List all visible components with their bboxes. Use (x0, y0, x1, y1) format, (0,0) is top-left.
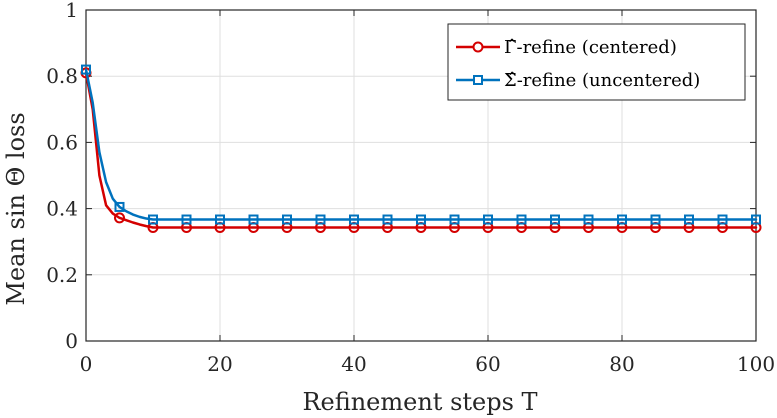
x-tick-label: 60 (475, 352, 500, 376)
y-axis-label: Mean sin Θ loss (2, 112, 30, 305)
series-1-marker (248, 214, 259, 225)
series-1-marker (550, 214, 560, 225)
legend: Γ̂-refine (centered) Σ̂-refine (uncenter… (447, 23, 746, 101)
x-tick-label: 0 (80, 352, 93, 376)
series-1-line (84, 68, 758, 221)
series-1-marker (315, 214, 326, 225)
series-1-marker (114, 201, 125, 212)
series-1-marker (81, 64, 91, 75)
y-tick-label: 0.4 (46, 197, 78, 221)
legend-box (447, 23, 746, 101)
legend-entry-0: Γ̂-refine (centered) (456, 37, 677, 58)
legend-swatch-square-marker (473, 75, 483, 85)
x-tick-label: 20 (207, 352, 232, 376)
series-1-marker (684, 214, 694, 225)
series-1-marker (717, 214, 728, 225)
series-1-marker (449, 214, 460, 225)
series-0-line (84, 71, 758, 229)
legend-swatch-circle-marker (472, 41, 484, 53)
data-series (80, 64, 762, 233)
series-1-marker (583, 214, 594, 225)
legend-entry-1: Σ̂-refine (uncentered) (456, 70, 700, 91)
series-1-marker (516, 214, 527, 225)
y-tick-label: 0.6 (46, 130, 78, 154)
series-1-marker (282, 214, 292, 225)
series-1-marker (215, 214, 225, 225)
series-1-marker (483, 214, 493, 225)
series-1-marker (382, 214, 393, 225)
y-tick-label: 0 (65, 329, 78, 353)
series-0-marker (114, 212, 125, 224)
series-1-marker (349, 214, 359, 225)
x-tick-label: 100 (737, 352, 775, 376)
series-1-marker (181, 214, 192, 225)
y-tick-label: 0.8 (46, 64, 78, 88)
plot-area (85, 9, 757, 342)
axis-ticks: 0 20 40 60 80 100 0 0.2 0.4 0.6 0.8 1 (46, 0, 775, 376)
series-1-marker (416, 214, 426, 225)
legend-label-0: Γ̂-refine (centered) (504, 37, 677, 58)
series-1-marker (751, 214, 761, 225)
y-tick-label: 1 (65, 0, 78, 22)
legend-label-1: Σ̂-refine (uncentered) (504, 70, 700, 91)
series-1-marker (617, 214, 627, 225)
x-tick-label: 80 (609, 352, 634, 376)
y-tick-label: 0.2 (46, 263, 78, 287)
x-tick-label: 40 (341, 352, 366, 376)
series-1-marker (650, 214, 661, 225)
series-1-marker (148, 214, 158, 225)
x-axis-label: Refinement steps T (302, 388, 537, 416)
